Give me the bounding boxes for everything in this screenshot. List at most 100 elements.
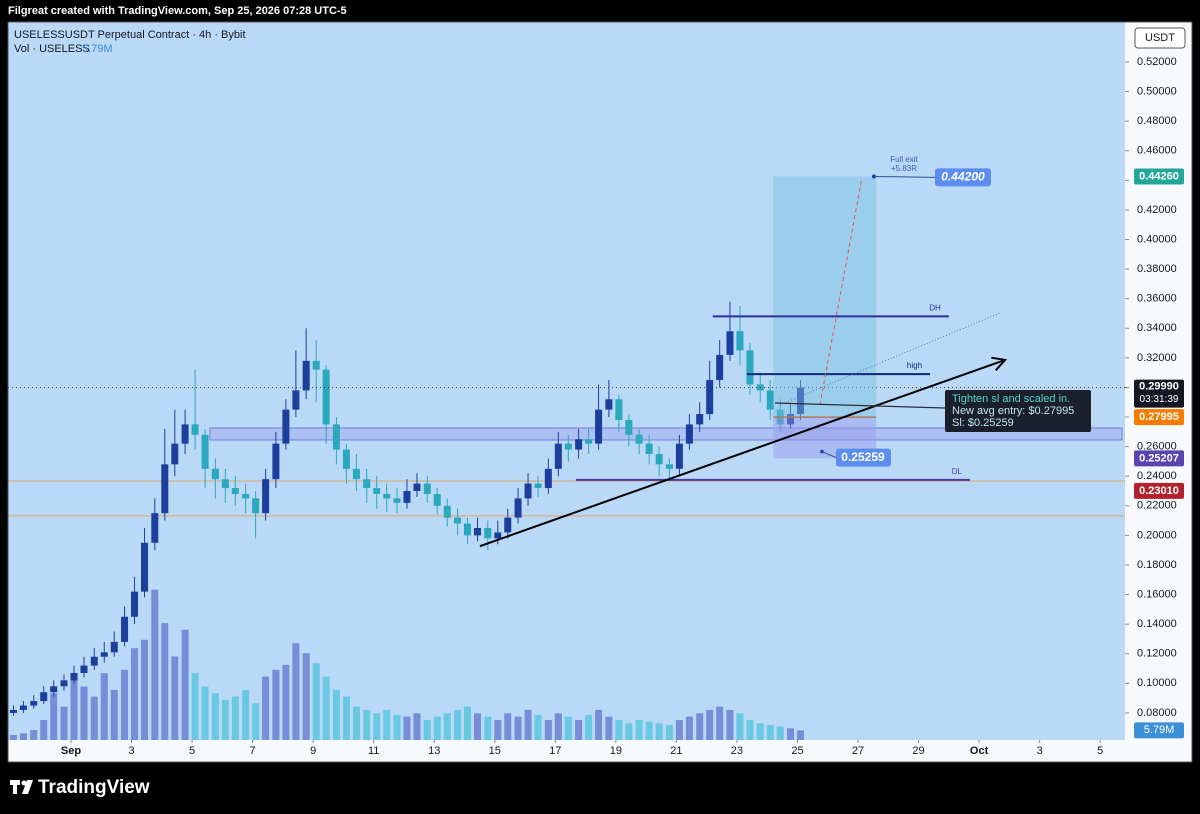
candle-body [272,443,280,480]
volume-bar [706,709,714,740]
volume-bar [403,716,411,740]
volume-bar [685,716,693,740]
candle-body [615,399,623,420]
volume-bar [675,719,683,740]
volume-bar [645,721,653,740]
candle-body [9,709,17,713]
volume-bar [564,716,572,740]
y-tick-label: 0.50000 [1137,85,1177,97]
candle-body [80,665,88,673]
volume-bar [121,669,129,740]
volume-bar [332,689,340,740]
candle-body [100,652,108,657]
level-label: high [907,361,922,370]
volume-bar [292,643,300,740]
volume-bar [615,719,623,740]
candle-body [685,424,693,444]
x-tick-label: 25 [791,745,803,757]
currency: USDT [1145,32,1175,44]
note-line: New avg entry: $0.27995 [952,405,1074,417]
volume-bar [383,709,391,740]
x-tick-label: Oct [970,745,989,757]
candle-body [332,424,340,450]
candle-body [655,454,663,465]
x-tick-label: 3 [128,745,134,757]
volume-bar [575,719,583,740]
volume-bar [776,726,784,740]
candle-body [716,354,724,381]
plot: 0.520000.500000.480000.460000.440000.420… [7,21,1193,763]
candle-body [252,498,260,514]
volume-bar [595,709,603,740]
legend-volume: Vol · USELESS [14,43,90,55]
plot-border [7,21,1193,763]
y-tick-label: 0.12000 [1137,648,1177,660]
y-tick-label: 0.34000 [1137,322,1177,334]
candle-body [504,517,512,533]
volume-bar [423,719,431,740]
candle-body [90,656,98,666]
volume-bar [30,729,38,740]
candle-body [675,443,683,469]
candle-body [433,493,441,506]
volume-bar [352,706,360,740]
volume-bar [726,709,734,740]
note-box [945,390,1091,432]
logo-mark [13,780,17,794]
note-line: Sl: $0.25259 [952,417,1014,429]
candle-body [534,483,542,489]
candle-body [625,419,633,435]
candle-body [585,439,593,444]
volume-bar [796,730,804,740]
volume-bar [40,719,48,740]
volume-bar [171,656,179,740]
volume-bar [504,713,512,740]
volume-bar [454,709,462,740]
candle-body [787,414,795,425]
x-tick-label: 9 [310,745,316,757]
volume-bar [756,723,764,740]
volume-bar [221,699,229,740]
candle-body [575,439,583,450]
trendline-arrow [991,356,1008,372]
volume-bar [242,689,250,740]
candle-body [464,523,472,536]
volume-bar [544,719,552,740]
candle-body [423,483,431,494]
y-tick-label: 0.24000 [1137,470,1177,482]
candle-body [645,443,653,455]
candle-body [363,479,371,489]
price-label-box [1134,450,1184,467]
y-tick-label: 0.42000 [1137,204,1177,216]
volume-bar [312,663,320,740]
note-line: Tighten sl and scaled in. [952,393,1070,405]
candle-body [413,483,421,492]
y-tick-label: 0.10000 [1137,677,1177,689]
x-tick-label: 11 [368,745,379,757]
candle-body [635,434,643,444]
candle-body [141,542,149,592]
candle-body [595,409,603,444]
candle-body [70,672,78,681]
y-tick-label: 0.40000 [1137,233,1177,245]
volume-bar [373,713,381,740]
stop-label: 0.25259 [841,450,885,464]
candle-body [30,701,38,706]
price-label: 0.27995 [1139,411,1179,423]
y-tick-label: 0.48000 [1137,115,1177,127]
candle-body [605,399,613,410]
volume-label: 5.79M [1144,724,1175,736]
y-tick-label: 0.52000 [1137,56,1177,68]
candle-body [282,409,290,444]
logo-mark [22,780,33,794]
volume-bar [9,734,17,740]
volume-bar [635,719,643,740]
x-tick-label: 17 [549,745,561,757]
zone [209,427,1123,441]
candle-body [403,491,411,503]
volume-bar [262,676,270,740]
candle-body [796,387,804,415]
volume-bar [201,686,209,740]
volume-label-box [1134,722,1184,739]
x-tick-label: 29 [912,745,924,757]
